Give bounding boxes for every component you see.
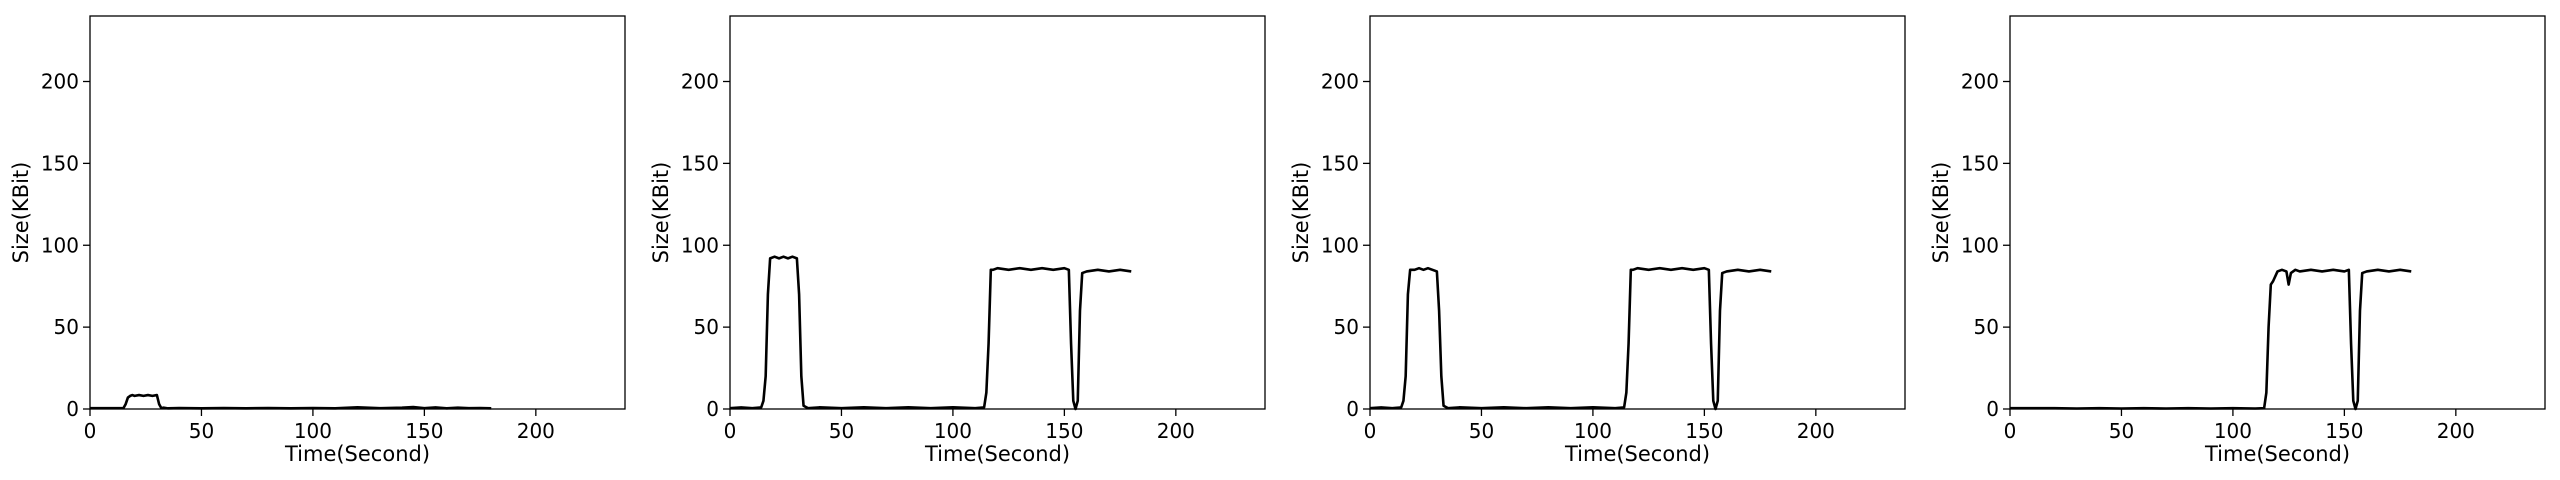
x-axis-label: Time(Second) <box>284 442 430 466</box>
y-tick-label: 100 <box>681 233 719 257</box>
y-axis-label: Size(KBit) <box>1929 162 1953 264</box>
y-axis-label: Size(KBit) <box>1289 162 1313 264</box>
x-tick-label: 150 <box>1045 419 1083 443</box>
y-tick-label: 50 <box>694 315 719 339</box>
y-tick-label: 0 <box>1986 397 1999 421</box>
x-tick-label: 150 <box>405 419 443 443</box>
x-tick-label: 100 <box>934 419 972 443</box>
x-tick-label: 200 <box>1157 419 1195 443</box>
y-tick-label: 0 <box>1346 397 1359 421</box>
x-tick-label: 50 <box>829 419 854 443</box>
plot-frame <box>729 15 1266 410</box>
series-line <box>2010 268 2412 411</box>
y-tick-label: 200 <box>681 70 719 94</box>
y-axis-label: Size(KBit) <box>9 162 33 264</box>
x-tick-label: 0 <box>84 419 97 443</box>
x-tick-label: 0 <box>724 419 737 443</box>
chart-panel-1: 0 50 100 150 200 0 50 100 150 200 Time(Second) Size… <box>9 15 626 466</box>
chart-panel-4: 0 50 100 150 200 0 50 100 150 200 Time(Second) Size… <box>1929 15 2546 466</box>
y-tick-label: 150 <box>681 151 719 175</box>
y-tick-label: 150 <box>1321 151 1359 175</box>
y-tick-label: 200 <box>41 70 79 94</box>
y-tick-label: 0 <box>706 397 719 421</box>
x-tick-label: 50 <box>189 419 214 443</box>
y-tick-label: 0 <box>66 397 79 421</box>
x-tick-label: 100 <box>2214 419 2252 443</box>
series-line <box>90 393 492 410</box>
x-tick-label: 200 <box>2437 419 2475 443</box>
y-tick-label: 100 <box>1321 233 1359 257</box>
y-tick-label: 50 <box>1334 315 1359 339</box>
x-tick-label: 150 <box>2325 419 2363 443</box>
x-axis-label: Time(Second) <box>2204 442 2350 466</box>
y-tick-label: 200 <box>1961 70 1999 94</box>
y-tick-label: 50 <box>1974 315 1999 339</box>
plot-frame <box>1369 15 1906 410</box>
y-tick-label: 150 <box>1961 151 1999 175</box>
x-tick-label: 0 <box>1364 419 1377 443</box>
x-axis-label: Time(Second) <box>1564 442 1710 466</box>
y-axis-label: Size(KBit) <box>649 162 673 264</box>
x-tick-label: 200 <box>517 419 555 443</box>
y-tick-label: 100 <box>41 233 79 257</box>
x-tick-label: 150 <box>1685 419 1723 443</box>
y-tick-label: 200 <box>1321 70 1359 94</box>
series-line <box>729 255 1132 411</box>
x-tick-label: 100 <box>294 419 332 443</box>
x-axis-label: Time(Second) <box>924 442 1070 466</box>
plot-frame <box>2009 15 2546 410</box>
x-tick-label: 200 <box>1797 419 1835 443</box>
x-tick-label: 100 <box>1574 419 1612 443</box>
x-tick-label: 0 <box>2004 419 2017 443</box>
chart-panel-2: 0 50 100 150 200 0 50 100 150 200 Time(Second) Size… <box>649 15 1266 466</box>
series-line <box>1369 266 1772 411</box>
x-tick-label: 50 <box>1469 419 1494 443</box>
y-tick-label: 50 <box>54 315 79 339</box>
plot-frame <box>89 15 626 410</box>
x-tick-label: 50 <box>2109 419 2134 443</box>
y-tick-label: 150 <box>41 151 79 175</box>
y-tick-label: 100 <box>1961 233 1999 257</box>
chart-panel-3: 0 50 100 150 200 0 50 100 150 200 Time(Second) Size… <box>1289 15 1906 466</box>
